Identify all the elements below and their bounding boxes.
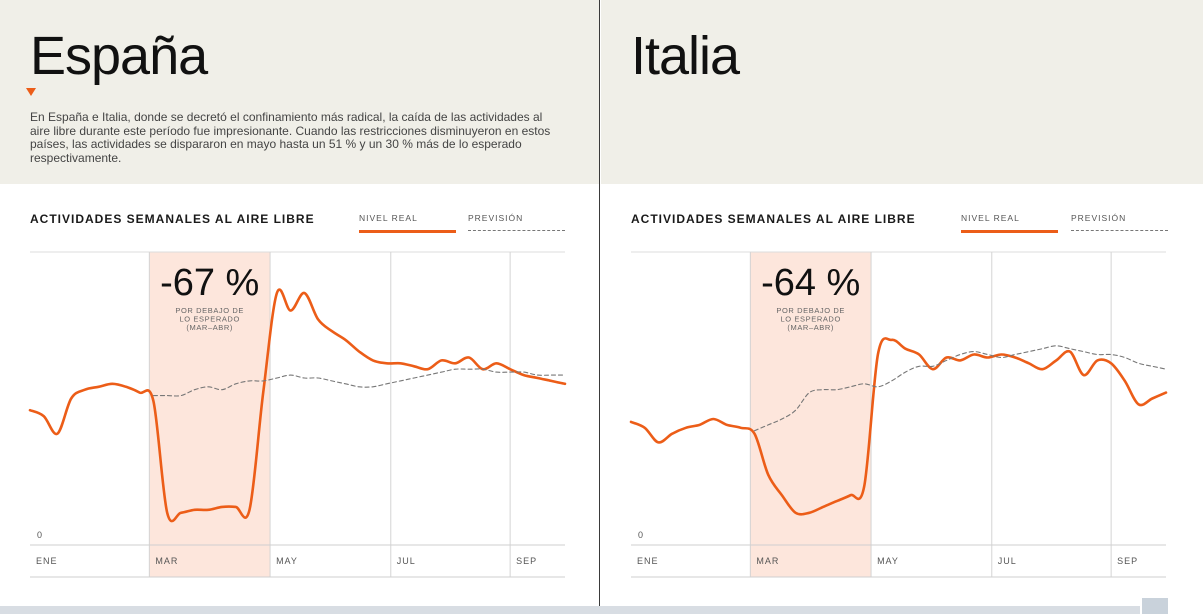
legend-forecast-swatch xyxy=(1071,230,1168,231)
legend-forecast-label: PREVISIÓN xyxy=(1071,213,1127,223)
chart-title: ACTIVIDADES SEMANALES AL AIRE LIBRE xyxy=(30,212,315,226)
x-tick-label: MAY xyxy=(877,556,899,566)
highlight-band xyxy=(750,252,872,577)
legend-forecast-swatch xyxy=(468,230,565,231)
legend-real-swatch xyxy=(961,230,1058,233)
x-tick-label: MAR xyxy=(756,556,779,566)
page-title: España xyxy=(30,26,208,86)
x-tick-label: ENE xyxy=(637,556,659,566)
legend-forecast-label: PREVISIÓN xyxy=(468,213,524,223)
highlight-value: -67 % xyxy=(160,262,259,304)
series-line-real xyxy=(28,288,567,523)
panel-espana: España En España e Italia, donde se decr… xyxy=(0,0,600,606)
highlight-label: LO ESPERADO xyxy=(781,315,841,324)
legend-real-swatch xyxy=(359,230,456,233)
x-tick-label: SEP xyxy=(516,556,537,566)
panel-italia: Italia ACTIVIDADES SEMANALES AL AIRE LIB… xyxy=(601,0,1203,606)
highlight-label: POR DEBAJO DE xyxy=(776,306,845,315)
panel-divider xyxy=(599,0,600,606)
series-line-real xyxy=(629,337,1168,516)
x-tick-label: JUL xyxy=(397,556,416,566)
scroll-corner-button[interactable] xyxy=(1142,598,1168,614)
y-tick-label: 0 xyxy=(37,530,42,540)
series-line-forecast xyxy=(152,368,566,397)
highlight-band xyxy=(149,252,271,577)
x-tick-label: SEP xyxy=(1117,556,1138,566)
y-tick-label: 0 xyxy=(638,530,643,540)
horizontal-scrollbar[interactable] xyxy=(0,606,1140,614)
triangle-marker-icon xyxy=(26,88,36,96)
page-title: Italia xyxy=(631,26,740,86)
header-band xyxy=(0,0,600,184)
highlight-label: POR DEBAJO DE xyxy=(175,306,244,315)
highlight-label: (MAR–ABR) xyxy=(787,323,834,332)
x-tick-label: MAR xyxy=(155,556,178,566)
chart-title: ACTIVIDADES SEMANALES AL AIRE LIBRE xyxy=(631,212,916,226)
highlight-label: LO ESPERADO xyxy=(180,315,240,324)
highlight-value: -64 % xyxy=(761,262,860,304)
description-text: En España e Italia, donde se decretó el … xyxy=(30,110,551,165)
header-band xyxy=(601,0,1203,184)
legend-real-label: NIVEL REAL xyxy=(359,213,418,223)
x-tick-label: ENE xyxy=(36,556,58,566)
legend-real-label: NIVEL REAL xyxy=(961,213,1020,223)
series-line-forecast xyxy=(753,345,1167,432)
highlight-label: (MAR–ABR) xyxy=(186,323,233,332)
x-tick-label: JUL xyxy=(998,556,1017,566)
x-tick-label: MAY xyxy=(276,556,298,566)
